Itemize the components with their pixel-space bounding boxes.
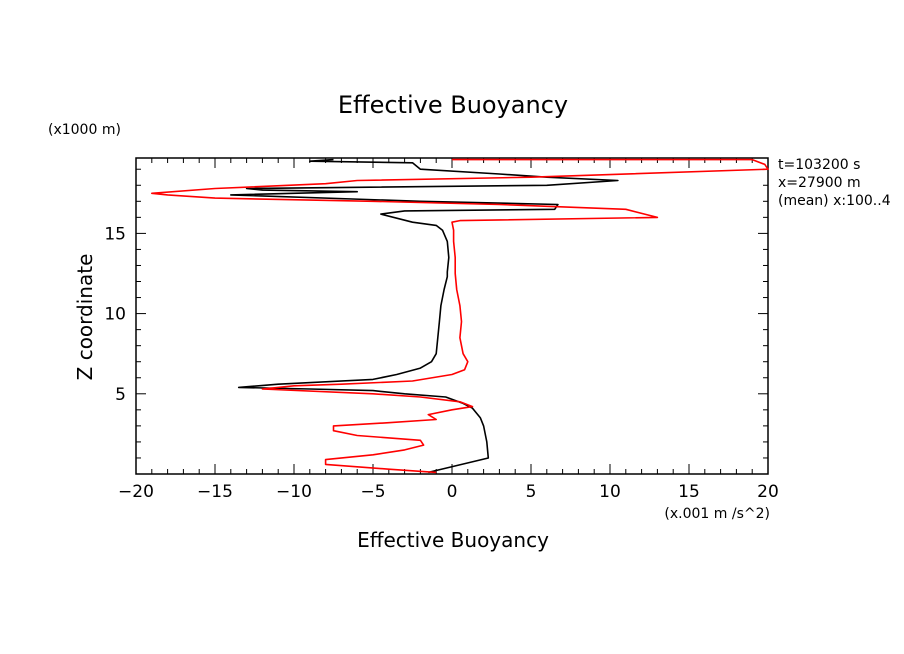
axis-ticks: [135, 158, 769, 474]
series-line-black: [230, 158, 619, 474]
x-tick-label: −10: [276, 482, 312, 502]
y-unit-label: (x1000 m): [48, 122, 121, 138]
y-tick-label: 10: [104, 305, 126, 325]
series-line-red: [151, 158, 769, 474]
x-tick-label: 0: [447, 482, 458, 502]
y-tick-label: 5: [115, 385, 126, 405]
x-axis-title: Effective Buoyancy: [357, 528, 549, 552]
series-layer: [151, 158, 769, 474]
tick-labels: −20 −15 −10 −5 0 5 10 15 20 5 10 15: [104, 224, 778, 502]
x-tick-label: 20: [757, 482, 779, 502]
x-tick-label: 15: [678, 482, 700, 502]
y-tick-label: 15: [104, 224, 126, 244]
plot-frame: [135, 157, 769, 475]
y-axis-title: Z coordinate: [73, 254, 97, 381]
annotation-mean-range: (mean) x:100..4: [778, 193, 891, 209]
annotation-time: t=103200 s: [778, 157, 860, 173]
annotation-x-position: x=27900 m: [778, 175, 861, 191]
chart-title: Effective Buoyancy: [338, 91, 568, 119]
x-tick-label: 10: [599, 482, 621, 502]
x-unit-label: (x.001 m /s^2): [664, 506, 770, 522]
x-tick-label: 5: [526, 482, 537, 502]
x-tick-label: −5: [360, 482, 385, 502]
x-tick-label: −20: [118, 482, 154, 502]
x-tick-label: −15: [197, 482, 233, 502]
